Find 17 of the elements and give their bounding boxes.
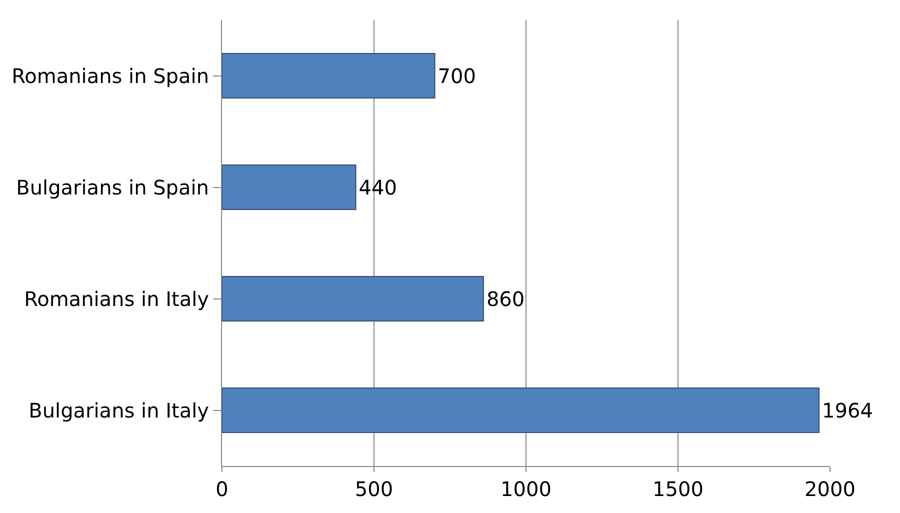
data-label: 440 bbox=[358, 175, 397, 200]
data-label: 700 bbox=[438, 64, 476, 88]
bar bbox=[222, 276, 484, 322]
y-tick-label: Romanians in Italy bbox=[24, 286, 210, 311]
x-tick-label: 1000 bbox=[500, 477, 552, 501]
y-tick-label: Romanians in Spain bbox=[12, 64, 209, 88]
bar bbox=[222, 52, 436, 99]
x-tick-label: 500 bbox=[354, 477, 394, 501]
x-tick-label: 1500 bbox=[652, 477, 704, 501]
y-tick-label: Bulgarians in Spain bbox=[16, 175, 209, 200]
data-label: 1964 bbox=[822, 398, 873, 422]
data-label: 860 bbox=[486, 286, 525, 311]
bar bbox=[222, 164, 356, 210]
y-tick-label: Bulgarians in Italy bbox=[28, 398, 210, 422]
x-tick-label: 2000 bbox=[804, 477, 856, 501]
bar bbox=[222, 387, 820, 434]
x-tick-label: 0 bbox=[216, 477, 228, 501]
